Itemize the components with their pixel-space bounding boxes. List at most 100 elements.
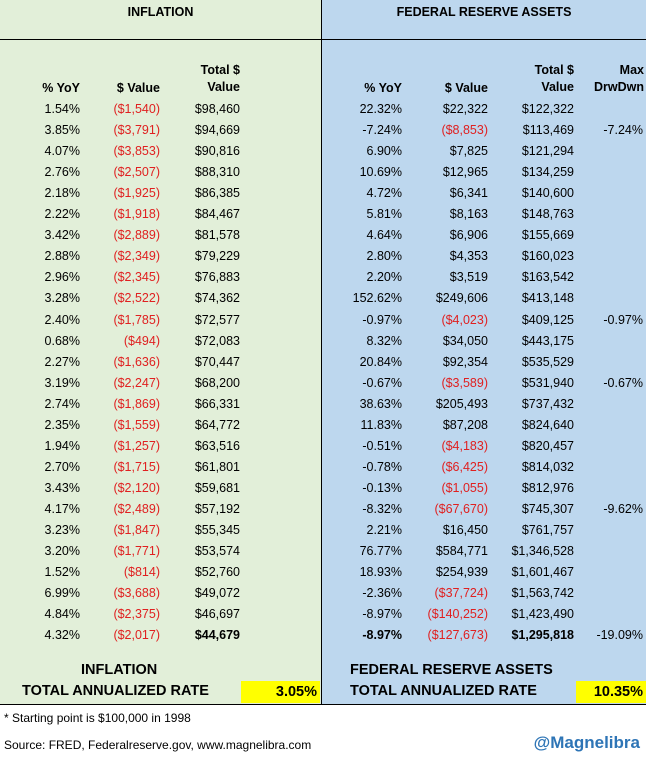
inflation-value-cell: ($1,715) [113,459,160,474]
fed-yoy-cell: 76.77% [359,544,402,559]
fed-value-cell: $3,519 [449,270,488,285]
inflation-value-cell: ($1,257) [113,438,160,453]
inflation-yoy-cell: 2.88% [44,249,80,264]
fed-total-cell: $121,294 [521,144,574,159]
fed-value-cell: $8,163 [449,207,488,222]
inflation-yoy-cell: 1.54% [44,102,80,116]
fed-total-cell: $163,542 [521,270,574,285]
source-note: Source: FRED, Federalreserve.gov, www.ma… [4,738,312,752]
fed-yoy-cell: 2.80% [366,249,402,264]
fed-value-cell: $7,825 [449,144,488,159]
fed-yoy-cell: 4.64% [366,228,402,243]
brand-handle: @Magnelibra [533,733,640,752]
fed-total-cell: $1,563,742 [511,586,574,601]
inflation-yoy-cell: 3.23% [44,523,80,537]
inflation-value-cell: ($2,889) [113,228,160,243]
inflation-value-cell: ($2,507) [113,165,160,180]
inflation-value-cell: ($1,636) [113,354,160,369]
inflation-panel: INFLATION % YoY $ Value Total $ Value IN… [0,0,322,705]
fed-value-cell: $6,341 [449,186,488,201]
fed-value-cell: $254,939 [435,565,488,580]
inflation-value-cell: ($1,771) [113,544,160,559]
fed-yoy-header: % YoY [364,81,402,95]
fed-yoy-cell: 6.90% [366,144,402,159]
fed-footer-label: TOTAL ANNUALIZED RATE [350,683,537,699]
inflation-yoy-cell: 3.42% [44,228,80,243]
fed-total-cell: $535,529 [521,354,574,369]
fed-total-cell: $531,940 [521,375,574,390]
fed-total-cell: $1,601,467 [511,565,574,580]
fed-total-cell: $413,148 [521,291,574,306]
inflation-value-cell: ($1,925) [113,186,160,201]
inflation-total-cell: $53,574 [194,544,240,559]
inflation-value-cell: ($1,869) [113,396,160,411]
max-drawdown-cell: -0.67% [603,375,643,390]
inflation-yoy-cell: 2.76% [44,165,80,180]
fed-total-cell: $122,322 [521,102,574,116]
inflation-value-cell: ($2,120) [113,480,160,495]
fed-value-cell: ($4,183) [441,438,488,453]
inflation-total-cell: $52,760 [194,565,240,580]
fed-value-cell: $22,322 [442,102,488,116]
inflation-yoy-header: % YoY [42,81,80,95]
max-drawdown-cell: -0.97% [603,312,643,327]
fed-total-cell: $155,669 [521,228,574,243]
inflation-yoy-cell: 3.20% [44,544,80,559]
fed-yoy-cell: 11.83% [360,417,402,432]
fed-maxdd-header-line2: DrwDwn [594,80,644,94]
fed-section-title: FEDERAL RESERVE ASSETS [322,0,646,40]
fed-value-cell: $16,450 [442,523,488,537]
fed-footer-title: FEDERAL RESERVE ASSETS [350,662,553,678]
starting-point-note: * Starting point is $100,000 in 1998 [4,711,191,725]
inflation-total-cell: $98,460 [194,102,240,116]
inflation-value-cell: ($2,349) [113,249,160,264]
max-drawdown-cell: -9.62% [603,501,643,516]
inflation-yoy-cell: 2.22% [44,207,80,222]
fed-value-header: $ Value [444,81,488,95]
inflation-total-cell: $76,883 [194,270,240,285]
inflation-total-cell: $68,200 [194,375,240,390]
inflation-total-cell: $55,345 [194,523,240,537]
inflation-total-cell: $72,083 [194,333,240,348]
max-drawdown-cell: -7.24% [603,123,643,138]
fed-total-cell: $160,023 [521,249,574,264]
fed-yoy-cell: -0.97% [362,312,402,327]
fed-value-cell: ($37,724) [434,586,488,601]
fed-total-cell: $824,640 [521,417,574,432]
inflation-footer-title: INFLATION [81,662,158,678]
fed-yoy-cell: 18.93% [359,565,402,580]
fed-value-cell: $249,606 [435,291,488,306]
fed-yoy-cell: 22.32% [359,102,402,116]
inflation-yoy-cell: 3.43% [44,480,80,495]
fed-value-cell: $34,050 [442,333,488,348]
inflation-total-cell: $63,516 [194,438,240,453]
inflation-yoy-cell: 3.85% [44,123,80,138]
fed-total-cell: $443,175 [521,333,574,348]
inflation-value-cell: ($2,345) [113,270,160,285]
fed-yoy-cell: 8.32% [366,333,402,348]
fed-value-cell: ($67,670) [434,501,488,516]
inflation-value-cell: ($2,489) [113,501,160,516]
inflation-value-cell: ($2,017) [113,628,160,643]
fed-total-cell: $761,757 [521,523,574,537]
inflation-total-cell: $70,447 [194,354,240,369]
inflation-yoy-cell: 3.19% [44,375,80,390]
inflation-total-cell: $86,385 [194,186,240,201]
fed-total-cell: $812,976 [521,480,574,495]
fed-value-cell: $584,771 [435,544,488,559]
inflation-value-cell: ($1,559) [113,417,160,432]
fed-value-cell: ($4,023) [441,312,488,327]
inflation-yoy-cell: 3.28% [44,291,80,306]
fed-yoy-cell: -8.97% [362,628,402,643]
inflation-total-cell: $46,697 [194,607,240,622]
fed-yoy-cell: 2.21% [366,523,402,537]
inflation-annualized-rate: 3.05% [241,681,320,703]
fed-maxdd-header-line1: Max [619,63,644,77]
inflation-value-header: $ Value [116,81,160,95]
inflation-total-cell: $88,310 [194,165,240,180]
inflation-yoy-cell: 1.94% [44,438,80,453]
fed-total-cell: $1,295,818 [511,628,574,643]
fed-yoy-cell: -8.97% [362,607,402,622]
inflation-total-cell: $64,772 [194,417,240,432]
fed-panel: FEDERAL RESERVE ASSETS % YoY $ Value Tot… [322,0,646,705]
